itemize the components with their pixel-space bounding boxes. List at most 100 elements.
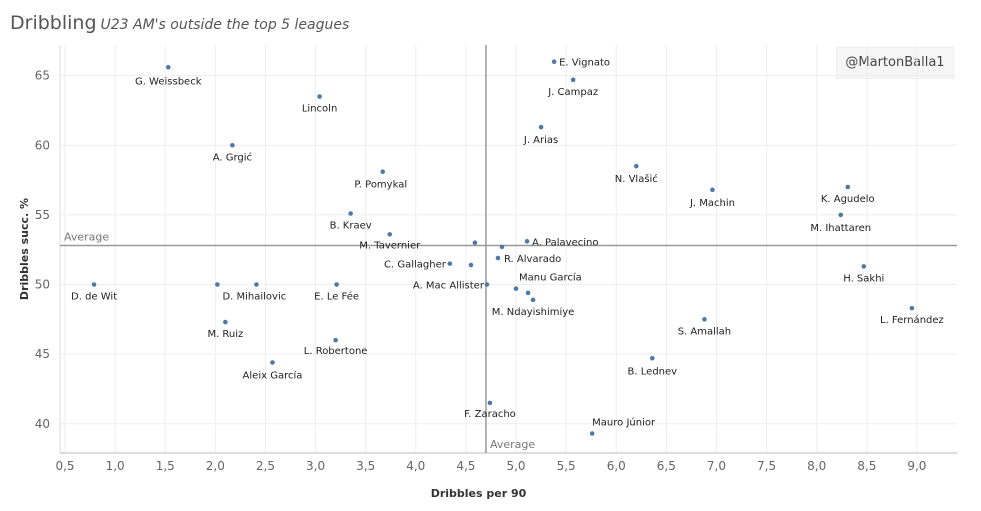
data-point-label: B. Lednev — [628, 366, 678, 377]
data-point — [223, 319, 228, 325]
data-point — [333, 337, 338, 343]
chart-title-main: Dribbling — [10, 12, 97, 34]
data-point-label: N. Vlašić — [615, 173, 658, 185]
chart-subtitle: U23 AM's outside the top 5 leagues — [100, 17, 350, 33]
data-point — [447, 261, 453, 266]
data-point — [254, 282, 259, 287]
x-tick-label: 0,5 — [55, 459, 74, 473]
data-point-label: P. Pomykal — [354, 180, 407, 191]
x-tick-label: 7,0 — [707, 459, 726, 473]
data-point-label: A. Mac Allister — [413, 281, 485, 292]
x-tick-label: 1,0 — [106, 459, 125, 473]
data-point-label: S. Amallah — [678, 326, 731, 337]
data-point — [538, 124, 544, 130]
data-point-label: Lincoln — [302, 104, 337, 115]
x-tick-label: 5,5 — [557, 459, 576, 473]
x-tick-label: 3,5 — [356, 459, 375, 473]
x-tick-label: 4,5 — [456, 459, 475, 473]
data-point-label: E. Vignato — [559, 58, 610, 69]
data-point — [570, 77, 576, 83]
x-tick-label: 1,5 — [156, 459, 175, 473]
data-point-label: R. Alvarado — [504, 254, 561, 265]
data-point — [530, 297, 536, 303]
data-point — [589, 431, 595, 436]
y-axis-title: Dribbles succ. % — [18, 198, 31, 300]
data-point — [215, 282, 220, 287]
x-tick-label: 8,0 — [807, 459, 826, 473]
x-tick-label: 3,0 — [306, 459, 325, 473]
x-tick-label: 8,5 — [857, 459, 876, 473]
data-point-label: L. Robertone — [304, 346, 368, 357]
data-point — [387, 232, 393, 237]
data-point-label: Aleix García — [243, 369, 303, 381]
y-average-label: Average — [64, 231, 109, 244]
data-point — [165, 64, 171, 70]
data-point — [551, 59, 557, 65]
data-point — [484, 282, 490, 287]
data-point — [525, 290, 531, 296]
data-point-label: D. Mihailovic — [222, 292, 286, 303]
data-point — [633, 163, 639, 169]
data-point — [487, 400, 493, 406]
data-point — [317, 94, 322, 99]
data-point-label: M. Ihattaren — [810, 223, 871, 234]
data-point-label: Mauro Júnior — [592, 417, 656, 429]
data-point — [468, 262, 474, 268]
data-point — [710, 187, 715, 193]
data-point — [495, 255, 501, 261]
data-point-label: J. Arias — [523, 135, 558, 146]
x-tick-label: 5,0 — [506, 459, 525, 473]
data-point-label: K. Agudelo — [821, 194, 875, 205]
y-tick-label: 50 — [35, 278, 50, 292]
data-point-label: L. Fernández — [880, 314, 944, 326]
data-point-label: D. de Wit — [71, 292, 117, 303]
data-point — [650, 356, 655, 361]
data-point — [909, 305, 915, 311]
x-average-label: Average — [490, 438, 535, 451]
x-tick-label: 6,0 — [607, 459, 626, 473]
data-point — [524, 239, 530, 244]
data-point — [845, 184, 851, 190]
x-tick-label: 9,0 — [907, 459, 926, 473]
data-point-label: C. Gallagher — [384, 260, 447, 271]
data-point — [499, 244, 505, 250]
data-point — [838, 212, 844, 218]
data-point-label: G. Weissbeck — [135, 76, 202, 87]
y-tick-label: 65 — [35, 69, 50, 83]
data-point — [334, 282, 339, 287]
x-tick-label: 2,0 — [206, 459, 225, 473]
chart-title: Dribbling U23 AM's outside the top 5 leag… — [10, 12, 349, 34]
data-point-label: M. Tavernier — [359, 240, 421, 251]
y-tick-label: 60 — [35, 138, 50, 152]
data-point — [348, 211, 353, 216]
x-axis-title: Dribbles per 90 — [431, 487, 527, 500]
y-tick-label: 45 — [35, 347, 50, 361]
data-point-label: F. Zaracho — [464, 409, 516, 420]
data-point — [702, 317, 707, 322]
data-point-label: A. Grgić — [213, 151, 252, 163]
data-point — [513, 286, 519, 291]
data-point — [861, 264, 867, 269]
y-tick-label: 55 — [35, 208, 50, 222]
data-point-label: B. Kraev — [330, 220, 372, 231]
data-point-label: E. Le Fée — [314, 291, 359, 303]
data-point — [380, 169, 386, 175]
x-tick-label: 2,5 — [256, 459, 275, 473]
data-point-label: A. Palavecino — [532, 237, 598, 248]
data-point-label: M. Ndayishimiye — [492, 307, 575, 318]
data-point — [270, 360, 275, 365]
data-point-label: J. Machin — [689, 198, 735, 209]
x-tick-label: 6,5 — [657, 459, 676, 473]
data-point — [230, 142, 235, 148]
data-point-label: J. Campaz — [547, 87, 598, 98]
y-tick-label: 40 — [35, 417, 50, 431]
x-tick-label: 7,5 — [757, 459, 776, 473]
data-point-label: Manu García — [519, 272, 582, 284]
data-point-label: M. Ruiz — [207, 329, 243, 340]
author-credit-badge: @MartonBalla1 — [836, 47, 954, 79]
data-point — [472, 240, 478, 246]
x-tick-label: 4,0 — [406, 459, 425, 473]
data-point-label: H. Sakhi — [843, 273, 884, 284]
data-point — [91, 282, 97, 287]
